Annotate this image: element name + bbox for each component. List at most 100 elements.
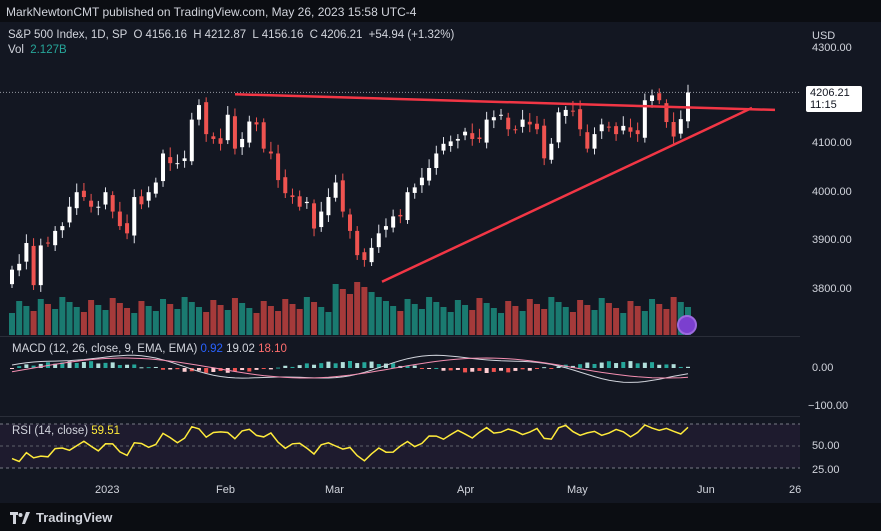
macd-histogram-bar — [204, 368, 209, 373]
candle-body — [146, 192, 151, 201]
volume-bar — [476, 298, 483, 335]
volume-bar — [239, 303, 246, 335]
pane-divider[interactable] — [0, 336, 800, 337]
macd-histogram-bar — [53, 363, 58, 368]
candle-body — [312, 203, 317, 229]
candle-body — [139, 196, 144, 205]
candle-body — [254, 122, 259, 125]
volume-bar — [66, 302, 73, 335]
volume-bar — [440, 307, 447, 335]
volume-bar — [649, 299, 656, 335]
pane-divider[interactable] — [0, 416, 800, 417]
candle-body — [232, 116, 237, 149]
volume-bar — [116, 303, 123, 335]
close-label: C — [309, 29, 318, 41]
volume-bar — [16, 301, 23, 335]
volume-bar — [339, 289, 346, 335]
volume-bar — [95, 305, 102, 335]
candle-body — [671, 122, 676, 137]
macd-histogram-bar — [369, 361, 374, 368]
last-price-value: 4206.21 — [810, 87, 850, 99]
volume-bar — [37, 299, 44, 335]
macd-histogram-bar — [125, 364, 130, 368]
volume-bar — [88, 300, 95, 335]
candle-body — [405, 192, 410, 221]
macd-histogram-bar — [592, 363, 597, 368]
macd-histogram-bar — [268, 368, 273, 370]
candle-body — [67, 206, 72, 223]
candle-body — [348, 214, 352, 231]
volume-bar — [634, 306, 641, 335]
volume-bar — [656, 304, 663, 335]
candle-body — [534, 123, 539, 130]
volume-bar — [354, 282, 361, 335]
macd-histogram-bar — [96, 363, 101, 368]
macd-histogram-bar — [333, 363, 338, 368]
candle-body — [599, 124, 604, 132]
macd-histogram-bar — [549, 368, 554, 369]
candle-body — [333, 182, 338, 198]
volume-bar — [519, 311, 526, 335]
volume-bar — [59, 297, 66, 335]
rsi-legend: RSI (14, close) 59.51 — [12, 425, 120, 437]
macd-histogram-bar — [650, 362, 655, 368]
candle-body — [484, 119, 489, 143]
candle-body — [110, 195, 115, 212]
macd-histogram-bar — [419, 368, 424, 369]
volume-bar — [181, 297, 188, 335]
macd-histogram-bar — [139, 367, 144, 369]
time-tick: Mar — [325, 484, 344, 496]
macd-legend: MACD (12, 26, close, 9, EMA, EMA) 0.92 1… — [12, 343, 287, 355]
candle-body — [434, 153, 439, 168]
volume-bar — [490, 308, 497, 335]
macd-histogram-bar — [405, 365, 410, 368]
tradingview-icon — [10, 511, 30, 524]
volume-bar — [620, 313, 627, 335]
volume-bar — [569, 312, 576, 335]
candle-body — [96, 206, 101, 208]
macd-label[interactable]: MACD (12, 26, close, 9, EMA, EMA) — [12, 343, 198, 355]
macd-histogram-bar — [31, 365, 36, 368]
candle-body — [175, 163, 180, 165]
candle-body — [204, 102, 209, 135]
volume-legend: Vol 2.127B — [8, 44, 70, 56]
volume-bar — [217, 305, 224, 335]
candle-body — [448, 141, 453, 146]
macd-histogram-bar — [232, 368, 237, 372]
macd-histogram-bar — [153, 366, 158, 368]
candle-body — [563, 109, 568, 116]
volume-bar — [9, 313, 15, 335]
volume-bar — [512, 306, 519, 335]
macd-histogram-bar — [542, 367, 547, 369]
volume-bar — [548, 297, 555, 335]
last-price-tag: 4206.21 11:15 — [806, 86, 862, 112]
macd-tick: −100.00 — [808, 400, 849, 412]
symbol-name[interactable]: S&P 500 Index, 1D, SP — [8, 29, 128, 41]
macd-histogram-bar — [686, 366, 690, 368]
volume-bar — [670, 297, 677, 335]
macd-histogram-bar — [319, 363, 324, 368]
volume-bar — [267, 306, 274, 335]
rsi-label[interactable]: RSI (14, close) — [12, 425, 89, 437]
currency-label[interactable]: USD — [812, 30, 836, 42]
candle-body — [578, 109, 583, 130]
candle-body — [376, 233, 381, 248]
macd-histogram-bar — [506, 368, 511, 373]
candle-body — [81, 190, 86, 198]
lightning-icon[interactable] — [677, 315, 697, 335]
candle-body — [161, 153, 166, 182]
close-value: 4206.21 — [320, 29, 363, 41]
macd-histogram-bar — [491, 368, 496, 372]
macd-histogram-bar — [570, 365, 575, 368]
candle-body — [276, 153, 281, 181]
volume-bar — [174, 309, 181, 335]
candle-body — [412, 187, 417, 193]
volume-bar — [260, 301, 267, 335]
candle-body — [283, 177, 288, 194]
tradingview-logo[interactable]: TradingView — [10, 510, 112, 525]
candle-body — [642, 100, 647, 138]
volume-bar — [210, 300, 217, 335]
macd-histogram-bar — [146, 367, 151, 369]
candle-body — [542, 125, 547, 159]
